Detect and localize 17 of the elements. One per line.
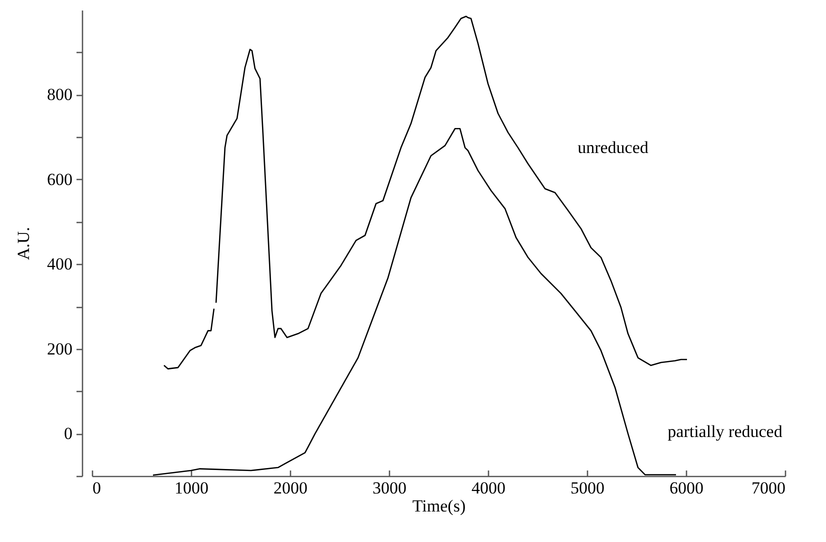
x-tick-label: 2000 <box>274 478 308 498</box>
x-tick-label: 4000 <box>472 478 506 498</box>
y-tick-label: 400 <box>47 254 72 274</box>
x-axis-title: Time(s) <box>412 496 466 516</box>
y-tick-label: 800 <box>47 85 72 104</box>
x-tick-label: 0 <box>92 478 101 498</box>
y-tick-label: 0 <box>64 424 72 444</box>
x-tick-label: 5000 <box>570 478 604 498</box>
y-tick-label: 200 <box>47 339 72 358</box>
series-label: partially reduced <box>668 422 783 441</box>
x-tick-label: 6000 <box>670 478 704 498</box>
y-tick-label: 600 <box>47 170 72 189</box>
y-axis-title: A.U. <box>14 226 33 260</box>
x-tick-label: 3000 <box>372 478 406 498</box>
text: unreduced <box>578 138 649 157</box>
x-tick-label: 7000 <box>752 478 786 498</box>
x-tick-label: 1000 <box>174 478 208 498</box>
